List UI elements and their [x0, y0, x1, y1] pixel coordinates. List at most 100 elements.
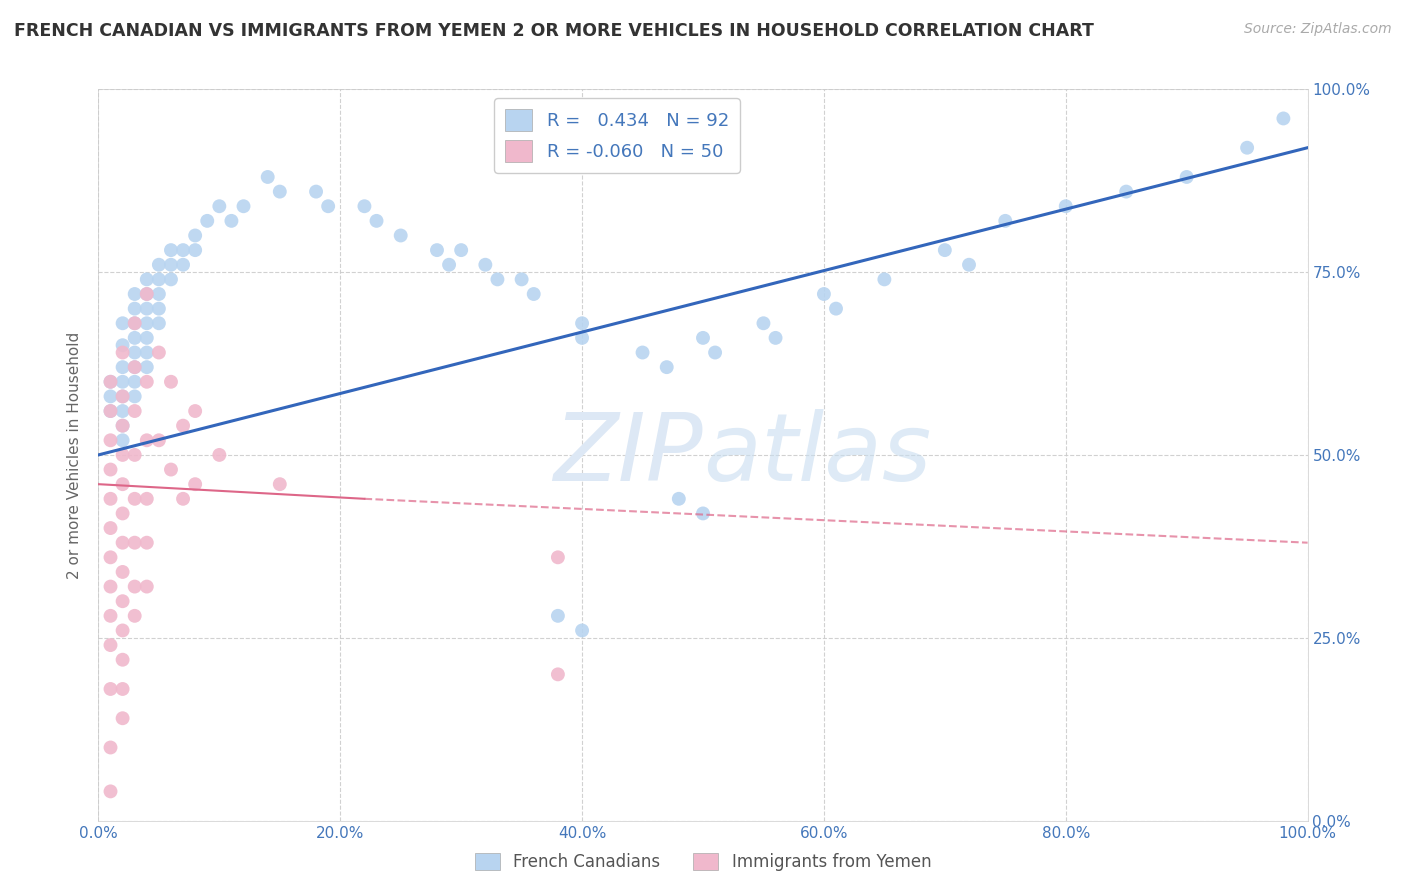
- Point: [510, 272, 533, 286]
- Point: [135, 331, 157, 345]
- Point: [135, 287, 157, 301]
- Point: [100, 434, 122, 448]
- Point: [825, 301, 848, 316]
- Point: [221, 214, 243, 228]
- Point: [873, 272, 896, 286]
- Point: [100, 580, 122, 594]
- Point: [135, 287, 157, 301]
- Point: [957, 258, 980, 272]
- Point: [135, 345, 157, 359]
- Point: [111, 507, 134, 521]
- Point: [172, 258, 194, 272]
- Point: [111, 448, 134, 462]
- Point: [474, 258, 496, 272]
- Point: [366, 214, 388, 228]
- Point: [111, 594, 134, 608]
- Point: [704, 345, 727, 359]
- Point: [172, 491, 194, 506]
- Point: [111, 535, 134, 549]
- Point: [353, 199, 375, 213]
- Point: [486, 272, 509, 286]
- Point: [1115, 185, 1137, 199]
- Point: [765, 331, 787, 345]
- Point: [135, 375, 157, 389]
- Point: [692, 331, 714, 345]
- Point: [160, 462, 183, 476]
- Point: [547, 608, 569, 623]
- Point: [172, 243, 194, 257]
- Text: ZIP: ZIP: [554, 409, 703, 500]
- Point: [813, 287, 835, 301]
- Point: [100, 375, 122, 389]
- Point: [100, 389, 122, 403]
- Point: [1054, 199, 1077, 213]
- Point: [184, 243, 207, 257]
- Point: [100, 740, 122, 755]
- Point: [184, 477, 207, 491]
- Point: [426, 243, 449, 257]
- Point: [111, 681, 134, 696]
- Point: [450, 243, 472, 257]
- Point: [752, 316, 775, 330]
- Y-axis label: 2 or more Vehicles in Household: 2 or more Vehicles in Household: [67, 331, 83, 579]
- Point: [135, 316, 157, 330]
- Point: [100, 462, 122, 476]
- Point: [100, 550, 122, 565]
- Point: [111, 360, 134, 375]
- Point: [184, 228, 207, 243]
- Point: [1236, 141, 1258, 155]
- Point: [124, 331, 146, 345]
- Point: [631, 345, 654, 359]
- Point: [523, 287, 546, 301]
- Point: [389, 228, 412, 243]
- Point: [124, 375, 146, 389]
- Point: [135, 301, 157, 316]
- Point: [305, 185, 328, 199]
- Legend: R =   0.434   N = 92, R = -0.060   N = 50: R = 0.434 N = 92, R = -0.060 N = 50: [495, 98, 740, 173]
- Point: [135, 580, 157, 594]
- Point: [100, 521, 122, 535]
- Point: [571, 316, 593, 330]
- Legend: French Canadians, Immigrants from Yemen: French Canadians, Immigrants from Yemen: [467, 845, 939, 880]
- Point: [111, 434, 134, 448]
- Text: Source: ZipAtlas.com: Source: ZipAtlas.com: [1244, 22, 1392, 37]
- Point: [111, 477, 134, 491]
- Point: [148, 434, 170, 448]
- Text: FRENCH CANADIAN VS IMMIGRANTS FROM YEMEN 2 OR MORE VEHICLES IN HOUSEHOLD CORRELA: FRENCH CANADIAN VS IMMIGRANTS FROM YEMEN…: [14, 22, 1094, 40]
- Point: [571, 331, 593, 345]
- Point: [111, 624, 134, 638]
- Point: [160, 243, 183, 257]
- Point: [100, 375, 122, 389]
- Point: [692, 507, 714, 521]
- Point: [135, 535, 157, 549]
- Point: [100, 608, 122, 623]
- Point: [148, 287, 170, 301]
- Point: [124, 608, 146, 623]
- Point: [111, 345, 134, 359]
- Point: [269, 185, 291, 199]
- Point: [195, 214, 218, 228]
- Point: [111, 565, 134, 579]
- Point: [994, 214, 1017, 228]
- Point: [208, 448, 231, 462]
- Point: [135, 434, 157, 448]
- Point: [100, 404, 122, 418]
- Point: [124, 448, 146, 462]
- Point: [160, 258, 183, 272]
- Point: [184, 404, 207, 418]
- Point: [135, 272, 157, 286]
- Point: [316, 199, 339, 213]
- Point: [124, 316, 146, 330]
- Point: [100, 784, 122, 798]
- Point: [148, 272, 170, 286]
- Point: [124, 316, 146, 330]
- Point: [148, 258, 170, 272]
- Point: [148, 345, 170, 359]
- Point: [100, 491, 122, 506]
- Point: [111, 389, 134, 403]
- Point: [135, 360, 157, 375]
- Point: [111, 404, 134, 418]
- Point: [111, 375, 134, 389]
- Point: [148, 301, 170, 316]
- Point: [124, 491, 146, 506]
